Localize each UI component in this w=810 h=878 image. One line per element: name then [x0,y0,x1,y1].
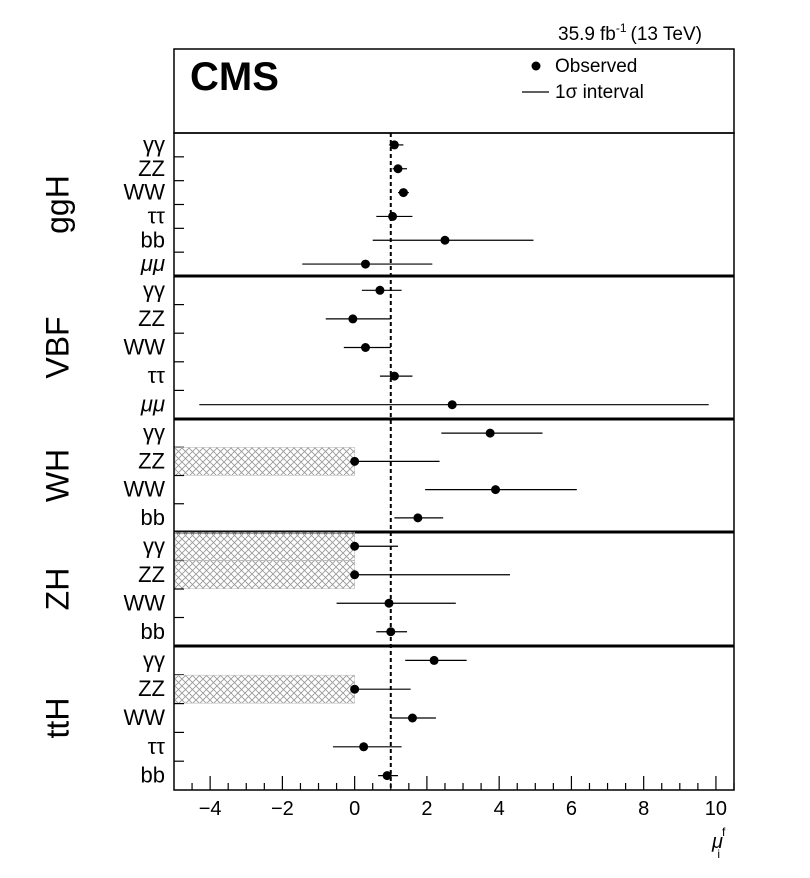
x-tick-label-7: 10 [705,798,727,820]
plot-area: ggHγγZZWWττbbμμVBFγγZZWWττμμWHγγZZWWbbZH… [39,132,735,820]
observed-point-ggh-3 [388,211,398,221]
cms-logo: CMS [190,55,279,99]
legend-observed-marker [531,61,541,71]
observed-point-vbf-1 [348,314,358,324]
observed-point-wh-3 [413,513,423,523]
row-label-ggh-4: bb [141,227,165,252]
observed-point-ggh-4 [440,235,450,245]
observed-point-ggh-2 [398,188,408,198]
group-label-ggh: ggH [39,175,75,234]
observed-point-ggh-0 [389,140,399,150]
observed-point-tth-0 [429,655,439,665]
observed-point-zh-2 [384,598,394,608]
observed-point-tth-2 [407,713,417,723]
row-label-ggh-3: ττ [148,203,166,228]
legend-interval-label: 1σ interval [555,82,644,103]
row-label-vbf-2: WW [123,335,165,360]
x-tick-label-3: 2 [421,798,432,820]
row-label-vbf-4: μμ [140,392,165,417]
row-label-tth-0: γγ [143,647,165,672]
observed-point-wh-0 [485,428,495,438]
legend-observed-label: Observed [555,56,637,77]
excluded-region-wh-1 [174,447,355,476]
observed-point-vbf-2 [360,343,370,352]
row-label-wh-1: ZZ [138,448,165,473]
row-label-wh-2: WW [123,477,165,502]
row-label-vbf-1: ZZ [138,306,165,331]
observed-point-wh-1 [350,456,360,466]
plot-frame [173,132,735,791]
group-label-tth: ttH [39,698,75,739]
group-label-wh: WH [39,449,75,502]
row-label-tth-1: ZZ [138,676,165,701]
row-label-tth-3: ττ [148,734,166,759]
x-tick-label-1: −2 [271,798,294,820]
luminosity-label: 35.9 fb-1 (13 TeV) [558,21,702,45]
x-tick-label-2: 0 [349,798,360,820]
row-label-tth-4: bb [141,763,165,788]
x-tick-label-4: 4 [494,798,505,820]
observed-point-zh-0 [350,541,360,551]
row-label-ggh-2: WW [123,180,165,205]
row-label-tth-2: WW [123,705,165,730]
row-label-vbf-3: ττ [148,363,166,388]
excluded-region-zh-0 [174,531,355,561]
row-label-vbf-0: γγ [143,277,165,302]
observed-point-ggh-5 [360,259,370,269]
excluded-region-zh-1 [174,560,355,590]
x-tick-label-5: 6 [566,798,577,820]
group-label-vbf: VBF [39,316,75,378]
observed-point-wh-2 [491,485,501,495]
observed-point-zh-1 [350,570,360,580]
row-label-ggh-0: γγ [143,132,165,157]
observed-point-vbf-3 [389,371,399,381]
observed-point-tth-4 [382,771,392,781]
observed-point-vbf-0 [375,285,385,295]
group-label-zh: ZH [39,568,75,611]
row-label-ggh-1: ZZ [138,156,165,181]
x-axis-title: μf i [711,825,726,861]
observed-point-tth-3 [359,742,369,752]
row-label-zh-0: γγ [143,533,165,558]
row-label-zh-1: ZZ [138,562,165,587]
row-label-wh-3: bb [141,505,165,530]
observed-point-vbf-4 [447,400,457,410]
row-label-zh-2: WW [123,590,165,615]
row-label-wh-0: γγ [143,420,165,445]
observed-point-tth-1 [350,684,360,694]
excluded-region-tth-1 [174,674,355,704]
row-label-ggh-5: μμ [140,251,165,276]
row-label-zh-3: bb [141,619,165,644]
observed-point-ggh-1 [393,164,403,174]
x-tick-label-6: 8 [638,798,649,820]
x-tick-label-0: −4 [199,798,222,820]
